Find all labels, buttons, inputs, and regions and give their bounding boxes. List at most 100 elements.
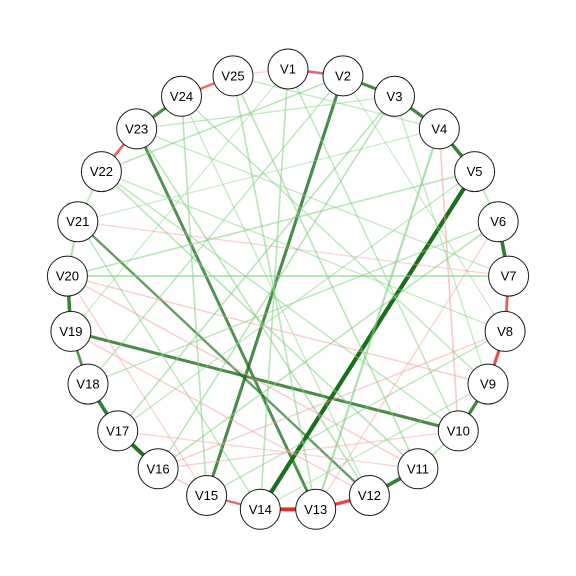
node-v12[interactable]: V12	[348, 475, 390, 516]
node-label: V1	[280, 62, 296, 77]
edge-v24-v9	[180, 95, 489, 385]
node-label: V22	[90, 164, 113, 179]
node-v19[interactable]: V19	[50, 310, 92, 352]
node-label: V15	[195, 488, 218, 503]
edge-v5-v20	[66, 170, 476, 277]
edge-v18-v6	[87, 220, 499, 385]
edge-v1-v10	[287, 68, 460, 432]
node-label: V11	[407, 461, 429, 476]
edge-v1-v19	[70, 68, 289, 332]
node-v1[interactable]: V1	[267, 48, 309, 90]
edge-v18-v2	[87, 75, 344, 385]
node-v11[interactable]: V11	[397, 448, 439, 490]
node-circle	[80, 151, 122, 193]
edge-v16-v8	[157, 330, 506, 470]
edge-v3-v16	[157, 95, 396, 470]
node-circle	[116, 108, 158, 150]
edge-v6-v13	[315, 221, 499, 510]
node-circle	[454, 151, 496, 193]
node-label: V19	[59, 324, 82, 339]
edge-v12-v19	[70, 330, 371, 497]
node-circle	[186, 475, 228, 516]
node-v8[interactable]: V8	[484, 310, 526, 352]
edge-v21-v4	[77, 128, 440, 223]
node-v5[interactable]: V5	[454, 151, 496, 193]
node-label: V16	[147, 461, 170, 476]
node-v10[interactable]: V10	[437, 410, 479, 452]
edge-v17-v11	[117, 430, 419, 470]
node-v14[interactable]: V14	[239, 488, 281, 530]
edge-v11-v22	[100, 170, 419, 470]
node-circle	[67, 363, 109, 405]
node-label: V9	[480, 377, 496, 392]
node-circle	[488, 255, 530, 297]
node-v13[interactable]: V13	[295, 488, 337, 530]
edge-v5-v17	[117, 170, 476, 432]
node-label: V10	[447, 423, 470, 438]
node-v23[interactable]: V23	[116, 108, 158, 150]
node-v24[interactable]: V24	[161, 75, 202, 117]
node-v17[interactable]: V17	[97, 410, 139, 452]
node-circle	[161, 75, 202, 117]
node-v4[interactable]: V4	[418, 108, 460, 150]
edge-v20-v15	[66, 275, 208, 497]
node-v25[interactable]: V25	[212, 55, 254, 97]
edge-v4-v13	[314, 127, 441, 511]
node-v20[interactable]: V20	[46, 255, 88, 297]
node-label: V20	[56, 269, 79, 284]
node-circle	[477, 201, 519, 243]
edge-v19-v10	[69, 329, 460, 433]
node-label: V8	[497, 324, 513, 339]
node-circle	[295, 488, 337, 530]
edge-v4-v25	[232, 75, 440, 130]
edge-v3-v9	[393, 95, 489, 385]
node-v16[interactable]: V16	[137, 448, 179, 490]
node-label: V17	[106, 423, 129, 438]
edge-v15-v24	[180, 95, 208, 497]
edge-v2-v22	[100, 75, 344, 173]
edge-v13-v25	[232, 75, 317, 511]
node-label: V13	[304, 502, 327, 517]
edge-v5-v14	[258, 169, 477, 512]
edge-v2-v8	[342, 75, 506, 332]
node-circle	[418, 108, 460, 150]
edge-v4-v10	[438, 128, 460, 432]
node-circle	[239, 488, 281, 530]
node-v18[interactable]: V18	[67, 363, 109, 405]
edge-v21-v7	[77, 221, 510, 277]
node-label: V4	[431, 121, 447, 136]
node-circle	[322, 55, 364, 97]
edge-v22-v10	[100, 170, 460, 432]
node-label: V14	[249, 502, 272, 517]
node-v7[interactable]: V7	[488, 255, 530, 297]
node-v6[interactable]: V6	[477, 201, 519, 243]
node-v22[interactable]: V22	[80, 151, 122, 193]
edge-v8-v15	[205, 330, 506, 497]
node-label: V25	[221, 68, 244, 83]
node-label: V7	[501, 269, 517, 284]
node-label: V6	[490, 214, 506, 229]
edge-v14-v21	[77, 220, 262, 511]
node-v21[interactable]: V21	[57, 201, 99, 243]
node-label: V18	[76, 377, 99, 392]
node-circle	[212, 55, 254, 97]
node-v15[interactable]: V15	[186, 475, 228, 516]
node-label: V2	[335, 68, 351, 83]
edge-v23-v13	[135, 127, 318, 511]
node-circle	[46, 255, 88, 297]
node-v9[interactable]: V9	[467, 363, 509, 405]
edge-v25-v11	[232, 75, 419, 470]
node-circle	[57, 201, 99, 243]
edge-v8-v22	[100, 170, 506, 333]
node-circle	[467, 363, 509, 405]
edge-v17-v3	[116, 95, 396, 432]
node-v3[interactable]: V3	[374, 75, 415, 117]
edge-v24-v12	[180, 95, 371, 497]
edge-v10-v16	[157, 430, 459, 470]
edge-v20-v11	[66, 275, 419, 470]
node-label: V23	[125, 121, 148, 136]
node-label: V21	[66, 214, 89, 229]
edge-v6-v16	[157, 220, 500, 470]
node-v2[interactable]: V2	[322, 55, 364, 97]
